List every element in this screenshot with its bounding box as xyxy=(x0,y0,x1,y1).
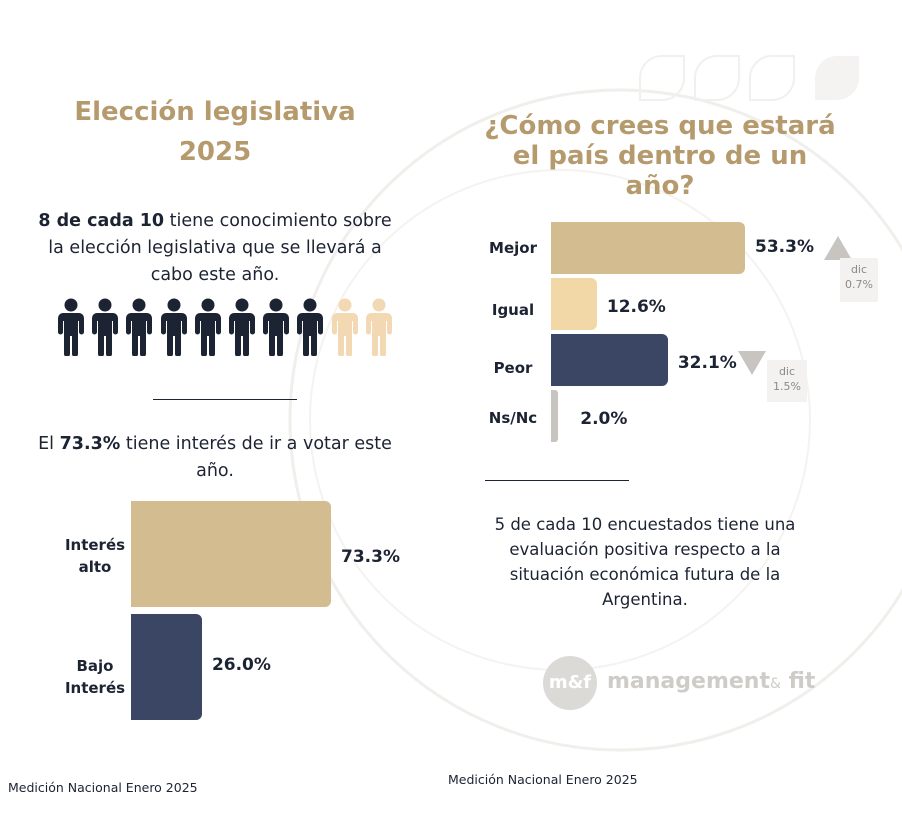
interest-category-1-line1: Bajo xyxy=(76,657,114,675)
knowledge-text: 8 de cada 10 tiene conocimiento sobre la… xyxy=(30,208,400,289)
person-icon xyxy=(92,298,119,356)
left-title-line2: 2025 xyxy=(178,137,252,167)
interest-value-label-0: 73.3% xyxy=(341,547,400,567)
interest-text: El 73.3% tiene interés de ir a votar est… xyxy=(30,431,400,485)
right-title: ¿Cómo crees que estará el país dentro de… xyxy=(460,111,860,201)
outlook-note-line3: situación económica futura de la xyxy=(509,565,781,584)
interest-category-0-line1: Interés xyxy=(64,536,126,554)
interest-category-label-1: Bajo Interés xyxy=(55,655,135,699)
interest-line2: año. xyxy=(196,461,234,481)
person-icon xyxy=(194,298,221,356)
change-mejor-value: 0.7% xyxy=(845,278,873,291)
interest-category-1-line2: Interés xyxy=(64,679,126,697)
person-icon xyxy=(365,298,392,356)
knowledge-line3: cabo este año. xyxy=(150,265,280,285)
triangle-down-icon xyxy=(738,351,766,375)
change-mejor-label: dic xyxy=(850,263,868,276)
knowledge-line1-rest: tiene conocimiento sobre xyxy=(164,211,392,231)
outlook-category-label-1: Igual xyxy=(491,301,535,319)
outlook-note-line4: Argentina. xyxy=(602,590,688,609)
triangle-up-icon xyxy=(824,236,852,260)
interest-suffix: tiene interés de ir a votar este xyxy=(120,434,392,454)
outlook-value-label-1: 12.6% xyxy=(606,297,666,317)
outlook-bar-igual xyxy=(551,278,597,330)
interest-category-0-line2: alto xyxy=(78,558,112,576)
person-icon xyxy=(331,298,358,356)
brand-logo: m&f management& fit xyxy=(543,656,815,712)
outlook-category-label-0: Mejor xyxy=(489,239,537,257)
outlook-bar-nsnc xyxy=(551,390,559,442)
interest-bold: 73.3% xyxy=(59,434,121,454)
logo-text-amp: & xyxy=(769,676,781,692)
person-icon xyxy=(126,298,153,356)
person-icon xyxy=(160,298,187,356)
logo-mark-text: m&f xyxy=(548,672,592,693)
left-title: Elección legislativa 2025 xyxy=(40,92,390,172)
outlook-category-label-3: Ns/Nc xyxy=(488,409,538,427)
knowledge-bold: 8 de cada 10 xyxy=(38,211,165,231)
outlook-value-label-2: 32.1% xyxy=(677,353,737,373)
person-icon xyxy=(58,298,84,356)
logo-text: management& fit xyxy=(607,669,815,694)
logo-mark: m&f xyxy=(543,656,597,710)
outlook-note-line1: 5 de cada 10 encuestados tiene una xyxy=(494,515,796,534)
outlook-category-label-2: Peor xyxy=(493,359,533,377)
interest-line1: El 73.3% tiene interés de ir a votar est… xyxy=(30,431,400,458)
right-divider xyxy=(485,480,629,481)
change-peor-value: 1.5% xyxy=(773,380,801,393)
left-title-line1: Elección legislativa xyxy=(74,97,356,127)
person-icon xyxy=(229,298,255,356)
person-icon xyxy=(297,298,324,356)
right-title-line1: ¿Cómo crees que estará xyxy=(484,111,836,141)
people-icon-row xyxy=(55,298,400,358)
interest-prefix: El xyxy=(38,434,60,454)
outlook-note: 5 de cada 10 encuestados tiene una evalu… xyxy=(470,512,820,612)
knowledge-line1: 8 de cada 10 tiene conocimiento sobre xyxy=(30,208,400,235)
logo-text-end: fit xyxy=(780,669,816,694)
knowledge-line2: la elección legislativa que se llevará a xyxy=(48,238,382,258)
left-divider xyxy=(153,399,297,400)
person-icon xyxy=(263,298,290,356)
interest-bar-alto xyxy=(131,501,331,607)
interest-bar-bajo xyxy=(131,614,202,720)
interest-value-label-1: 26.0% xyxy=(211,655,271,675)
right-title-line2: el país dentro de un xyxy=(512,141,808,171)
logo-text-main: management xyxy=(607,669,770,694)
right-title-line3: año? xyxy=(625,171,695,201)
outlook-value-label-0: 53.3% xyxy=(755,237,814,257)
outlook-note-line2: evaluación positiva respecto a la xyxy=(509,540,781,559)
change-peor-label: dic xyxy=(778,365,796,378)
outlook-bar-peor xyxy=(551,334,668,386)
change-box-peor: dic 1.5% xyxy=(767,360,807,402)
outlook-value-label-3: 2.0% xyxy=(580,409,628,429)
change-box-mejor: dic 0.7% xyxy=(840,258,878,302)
footer-right: Medición Nacional Enero 2025 xyxy=(448,772,638,787)
outlook-bar-mejor xyxy=(551,222,745,274)
interest-category-label-0: Interés alto xyxy=(55,534,135,578)
footer-left: Medición Nacional Enero 2025 xyxy=(8,780,198,795)
